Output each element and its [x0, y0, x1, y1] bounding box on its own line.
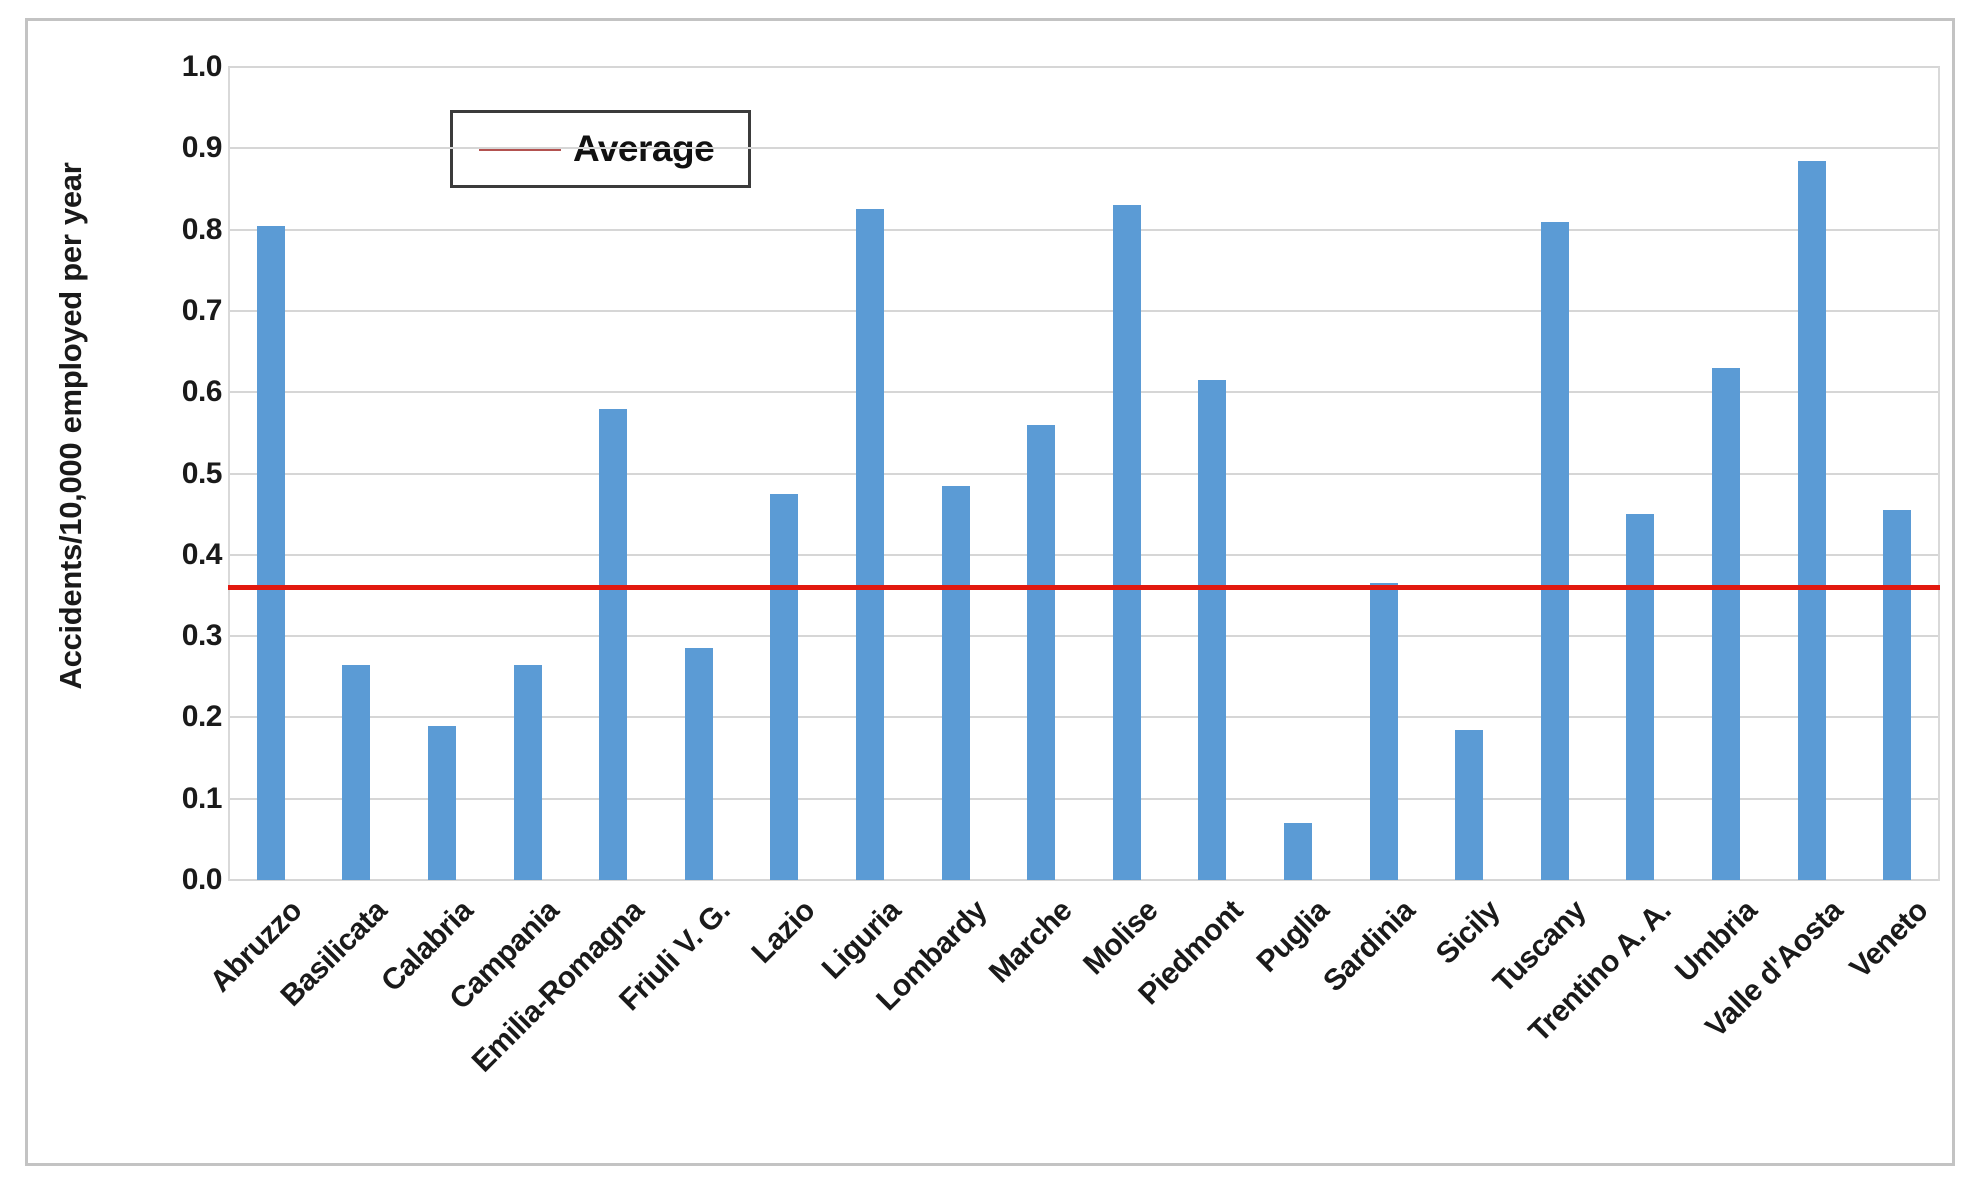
y-tick-label-0.1: 0.1 [181, 781, 223, 815]
bar-campania [513, 664, 542, 880]
bar-emilia-romagna [599, 408, 628, 880]
bar-calabria [428, 725, 456, 880]
bar-friuli-v-g- [684, 648, 713, 880]
bar-basilicata [342, 664, 371, 880]
plot-border-left [228, 67, 230, 881]
y-tick-label-0.2: 0.2 [181, 700, 223, 734]
bar-marche [1027, 424, 1056, 880]
y-tick-label-0.4: 0.4 [181, 537, 223, 571]
bar-valle-d-aosta [1797, 160, 1826, 880]
bar-trentino-a-a- [1626, 514, 1655, 880]
average-reference-line [228, 584, 1940, 590]
bar-molise [1112, 205, 1141, 880]
bar-puglia [1284, 823, 1312, 880]
gridline-0.2 [228, 716, 1940, 719]
bar-abruzzo [256, 225, 285, 880]
gridline-1.0 [228, 66, 1940, 68]
bar-tuscany [1540, 221, 1569, 880]
y-tick-label-0.7: 0.7 [181, 293, 223, 327]
y-axis-title: Accidents/10,000 employed per year [53, 162, 88, 690]
y-tick-label-0.5: 0.5 [181, 456, 223, 490]
bar-lazio [770, 493, 799, 880]
gridline-0.6 [228, 391, 1940, 394]
bar-liguria [856, 209, 884, 880]
y-tick-label-0.3: 0.3 [181, 619, 223, 653]
bar-sardinia [1369, 583, 1398, 880]
bar-veneto [1883, 510, 1912, 880]
gridline-0.3 [228, 635, 1940, 638]
y-tick-label-0.6: 0.6 [181, 375, 223, 409]
gridline-0.1 [228, 797, 1940, 800]
gridline-0.7 [228, 309, 1940, 312]
bar-piedmont [1198, 380, 1227, 880]
gridline-0.9 [228, 147, 1940, 150]
gridline-0.8 [228, 228, 1940, 231]
bar-umbria [1712, 367, 1740, 880]
gridline-0.5 [228, 472, 1940, 475]
y-tick-label-0.0: 0.0 [181, 863, 223, 896]
y-tick-label-1.0: 1.0 [181, 50, 223, 83]
gridline-0.4 [228, 553, 1940, 556]
y-tick-label-0.8: 0.8 [181, 212, 223, 246]
bar-lombardy [941, 485, 970, 880]
plot-border-right [1938, 67, 1940, 881]
y-tick-label-0.9: 0.9 [181, 131, 223, 165]
gridline-0.0 [228, 879, 1940, 881]
bar-sicily [1455, 729, 1484, 880]
